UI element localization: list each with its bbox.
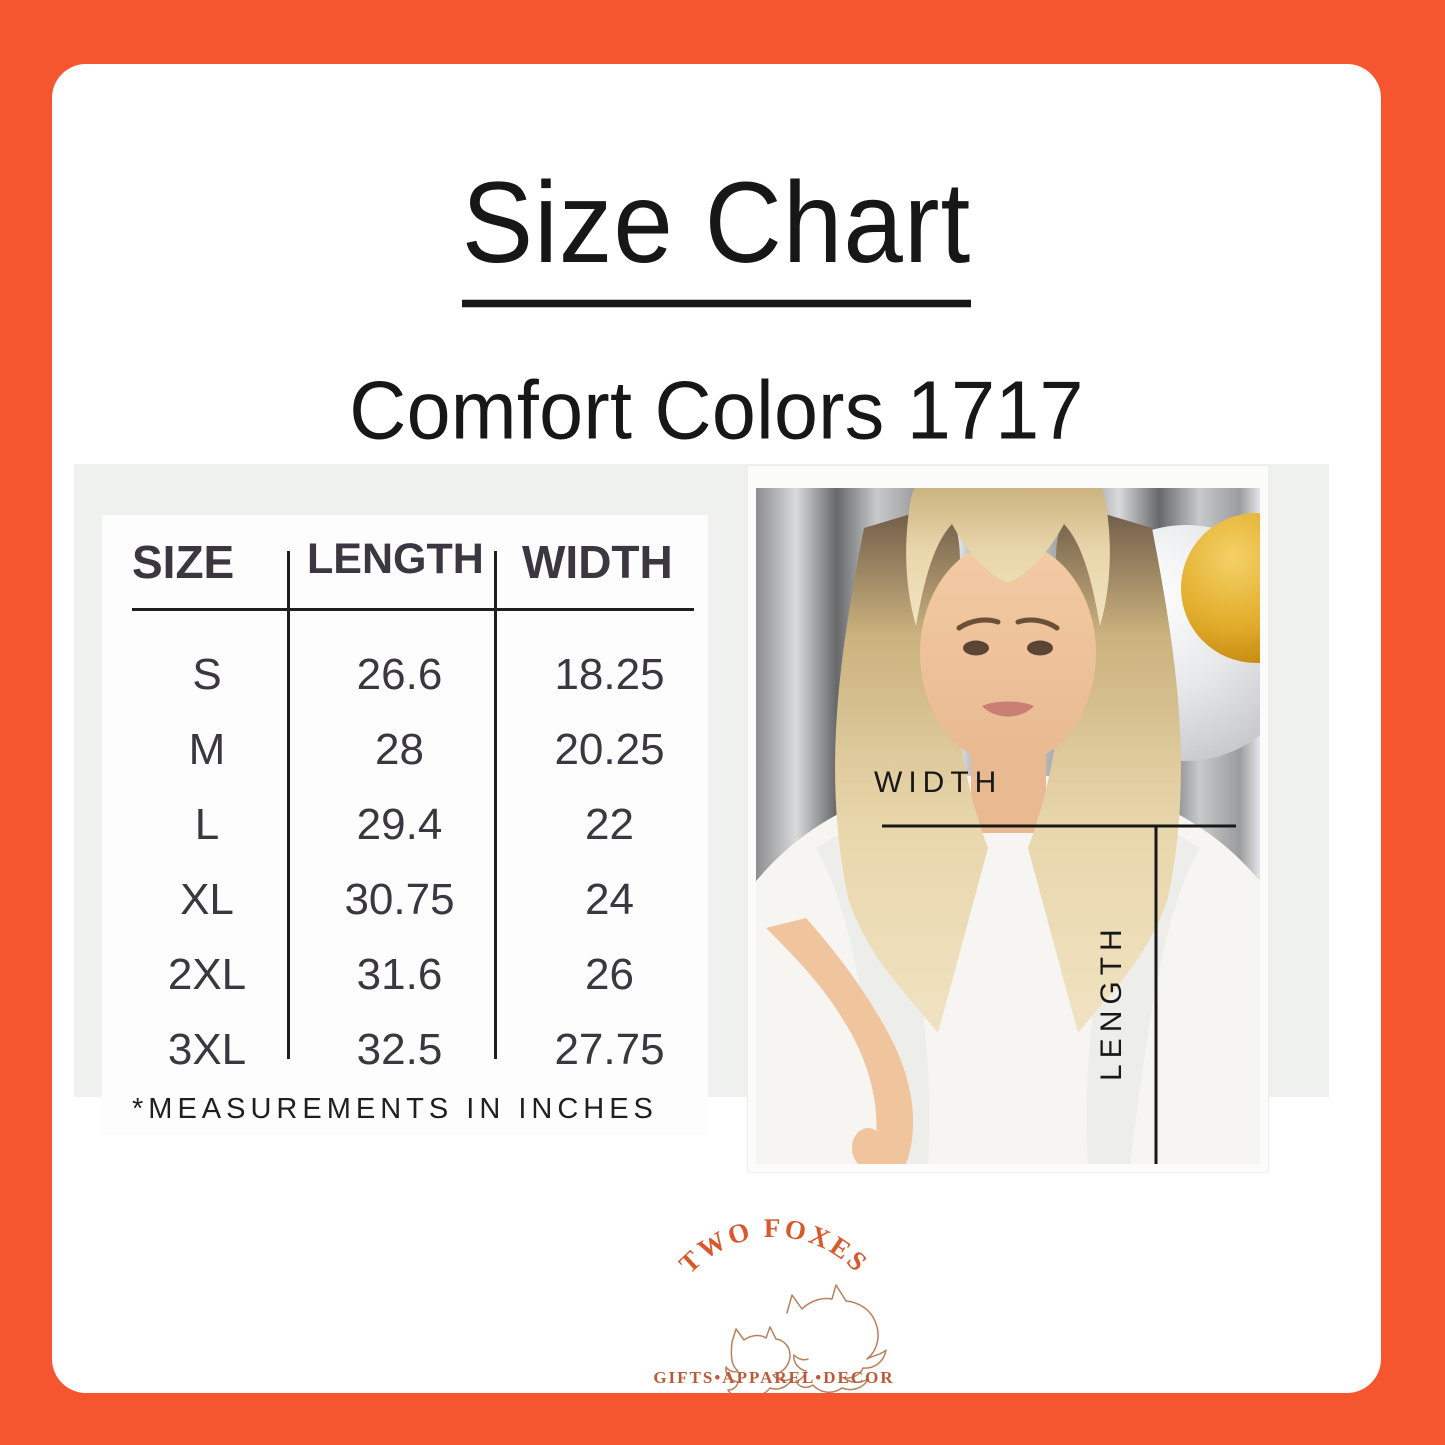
svg-text:TWO FOXES: TWO FOXES: [673, 1213, 875, 1279]
svg-text:GIFTS•APPAREL•DECOR: GIFTS•APPAREL•DECOR: [653, 1368, 894, 1387]
